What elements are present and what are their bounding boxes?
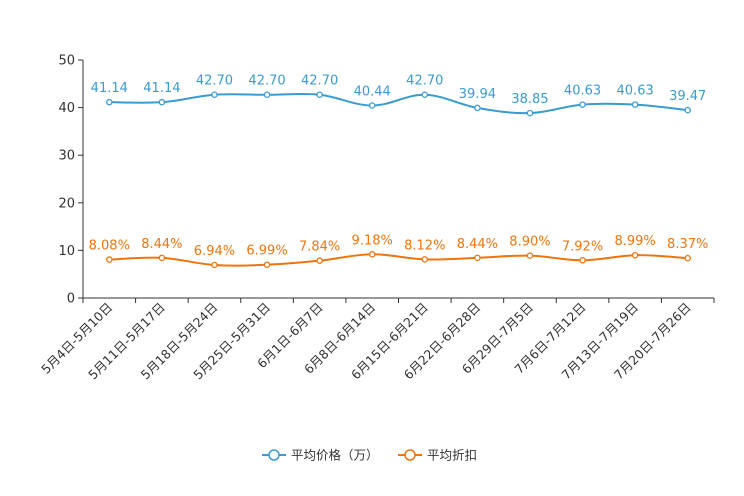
data-point[interactable]	[631, 101, 639, 108]
data-point[interactable]	[474, 104, 481, 112]
y-tick-label: 30	[58, 149, 75, 164]
data-point[interactable]	[368, 102, 376, 109]
data-label: 7.92%	[562, 239, 603, 254]
y-tick-label: 20	[58, 196, 75, 211]
data-label: 9.18%	[352, 233, 393, 248]
series-line	[109, 253, 688, 267]
data-label: 8.44%	[457, 237, 498, 252]
legend: 平均价格（万） 平均折扣	[262, 448, 477, 463]
y-tick-label: 0	[67, 292, 75, 307]
y-tick-label: 40	[58, 101, 75, 116]
data-label: 8.08%	[89, 239, 130, 254]
series-1: 41.14 41.14 42.70 42.70 42.70 40.44 42.70 39.94…	[91, 74, 706, 117]
data-point[interactable]	[211, 261, 218, 269]
data-point[interactable]	[474, 254, 481, 262]
data-label: 8.12%	[404, 238, 445, 253]
data-point[interactable]	[421, 91, 429, 98]
data-point[interactable]	[421, 256, 429, 263]
data-label: 6.99%	[246, 244, 287, 259]
legend-label: 平均价格（万）	[291, 448, 379, 463]
data-label: 42.70	[196, 74, 233, 89]
data-label: 40.63	[564, 84, 601, 99]
data-point[interactable]	[368, 251, 376, 258]
legend-marker-icon	[268, 449, 280, 461]
data-point[interactable]	[106, 256, 113, 263]
data-label: 6.94%	[194, 244, 235, 259]
data-label: 8.37%	[667, 237, 708, 252]
data-label: 8.90%	[509, 235, 550, 250]
data-point[interactable]	[684, 106, 691, 114]
data-label: 40.63	[617, 84, 654, 99]
data-point[interactable]	[579, 101, 586, 108]
legend-item-1[interactable]: 平均价格（万）	[262, 448, 379, 463]
series-2: 8.08% 8.44% 6.94% 6.99% 7.84% 9.18% 8.12% 8.44%…	[89, 233, 708, 269]
data-label: 39.47	[669, 89, 706, 104]
data-label: 7.84%	[299, 240, 340, 255]
data-point[interactable]	[316, 257, 323, 264]
data-label: 39.94	[459, 87, 496, 102]
legend-label: 平均折扣	[427, 448, 477, 463]
data-point[interactable]	[158, 98, 166, 106]
data-label: 41.14	[143, 81, 180, 96]
y-tick-label: 50	[58, 54, 75, 69]
data-label: 42.70	[248, 74, 285, 89]
data-point[interactable]	[526, 109, 534, 117]
data-point[interactable]	[263, 261, 271, 268]
data-label: 8.44%	[141, 237, 182, 252]
legend-item-2[interactable]: 平均折扣	[398, 448, 477, 463]
series-layer: 41.14 41.14 42.70 42.70 42.70 40.44 42.70 39.94…	[89, 74, 708, 269]
y-tick-label: 10	[58, 244, 75, 259]
data-point[interactable]	[158, 254, 166, 262]
data-label: 42.70	[301, 74, 338, 89]
data-point[interactable]	[316, 91, 323, 98]
data-label: 8.99%	[614, 234, 655, 249]
legend-marker-icon	[404, 449, 416, 461]
data-label: 41.14	[91, 81, 128, 96]
data-point[interactable]	[526, 252, 534, 259]
data-label: 40.44	[354, 85, 391, 100]
data-point[interactable]	[211, 91, 218, 98]
series-line	[109, 92, 688, 115]
data-point[interactable]	[579, 257, 586, 264]
data-point[interactable]	[684, 254, 691, 262]
data-label: 42.70	[406, 74, 443, 89]
data-point[interactable]	[106, 98, 113, 106]
data-point[interactable]	[631, 251, 639, 259]
data-point[interactable]	[263, 91, 271, 98]
data-label: 38.85	[511, 92, 548, 107]
